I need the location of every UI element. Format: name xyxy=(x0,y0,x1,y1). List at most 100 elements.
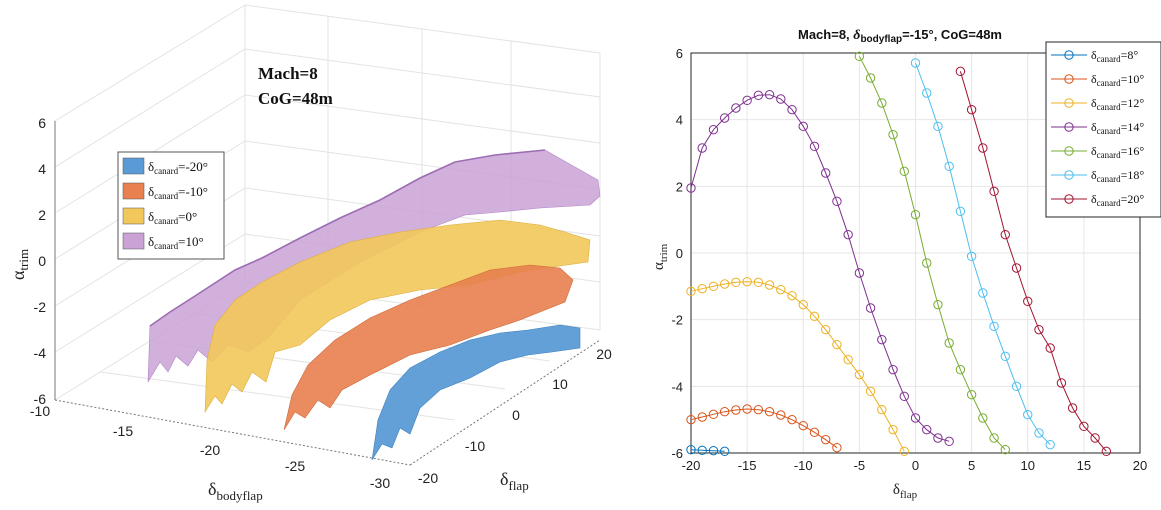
x-tick-label: 10 xyxy=(1021,458,1035,473)
data-point xyxy=(1000,444,1010,455)
legend-swatch xyxy=(122,182,145,200)
legend-marker xyxy=(1064,50,1074,60)
data-point xyxy=(742,404,752,414)
legend-entry: δcanard=16° xyxy=(1051,144,1144,160)
data-point xyxy=(877,334,887,345)
data-point xyxy=(809,311,820,322)
series-line xyxy=(690,449,725,452)
data-point xyxy=(1079,421,1089,432)
line-legend: δcanard=8° δcanard=10° δcanard=12° δcanard=… xyxy=(1045,41,1161,218)
series-canard-5 xyxy=(910,58,1055,450)
data-point xyxy=(888,364,898,375)
data-point xyxy=(1011,263,1022,273)
data-point xyxy=(686,444,696,455)
legend-entry: δcanard=18° xyxy=(1051,168,1144,184)
data-point xyxy=(697,283,707,294)
legend-entry: δcanard=-10° xyxy=(122,182,208,201)
legend-swatch xyxy=(122,157,145,175)
data-point xyxy=(1101,446,1112,457)
data-point xyxy=(686,414,696,425)
y-tick-label: -2 xyxy=(671,313,683,328)
line-title: Mach=8, δbodyflap=-15°, CoG=48m xyxy=(798,27,1002,45)
z-tick: -2 xyxy=(34,299,47,315)
surface-x-ticks: -10 -15 -20 -25 -30 xyxy=(30,403,390,491)
y-tick-label: -6 xyxy=(671,446,683,461)
data-point xyxy=(708,409,719,420)
surface-legend: δcanard=-20° δcanard=-10° δcanard=0° δca… xyxy=(117,151,225,260)
data-point xyxy=(764,406,775,417)
data-point xyxy=(989,321,999,332)
series-canard-3 xyxy=(686,89,954,447)
data-point xyxy=(719,279,730,289)
y-tick: -20 xyxy=(418,470,438,486)
data-point xyxy=(731,103,741,113)
data-point xyxy=(708,281,719,292)
data-point xyxy=(854,369,865,380)
data-point xyxy=(787,290,797,301)
data-point xyxy=(697,445,707,456)
data-point xyxy=(809,141,820,152)
legend-swatch xyxy=(122,232,145,250)
data-point xyxy=(776,284,786,295)
series-canard-2 xyxy=(686,276,909,457)
data-point xyxy=(989,433,999,443)
series-canard-1 xyxy=(686,404,842,453)
legend-swatch xyxy=(122,207,145,225)
surface-axes xyxy=(54,121,601,466)
data-point xyxy=(955,364,966,375)
line-series-group xyxy=(686,51,1112,457)
data-point xyxy=(1045,439,1055,450)
x-tick-label: 20 xyxy=(1133,458,1147,473)
x-tick-label: -5 xyxy=(854,458,866,473)
z-tick: 4 xyxy=(38,161,46,177)
data-point xyxy=(854,51,865,62)
data-point xyxy=(933,299,943,310)
data-point xyxy=(753,90,764,101)
legend-label: δcanard=-10° xyxy=(148,184,208,201)
z-tick: 0 xyxy=(38,253,46,269)
data-point xyxy=(899,446,909,457)
data-point xyxy=(843,229,853,240)
data-point xyxy=(865,303,876,313)
x-tick-label: -20 xyxy=(682,458,701,473)
data-point xyxy=(742,276,752,287)
z-tick: -6 xyxy=(34,391,47,407)
data-point xyxy=(821,324,831,335)
legend-label: δcanard=-20° xyxy=(148,159,208,176)
series-line xyxy=(690,408,838,449)
series-line xyxy=(915,62,1051,446)
data-point xyxy=(1045,343,1055,353)
data-point xyxy=(1090,433,1100,443)
y-tick-label: 6 xyxy=(676,46,683,61)
series-line xyxy=(690,94,950,442)
series-line xyxy=(690,281,905,452)
data-point xyxy=(877,404,887,415)
data-point xyxy=(944,338,954,348)
line-y-ticks: -6 -4 -2 0 2 4 6 xyxy=(671,46,683,461)
line-x-ticks: -20 -15 -10 -5 0 5 10 15 20 xyxy=(682,458,1148,473)
x-tick-label: 15 xyxy=(1077,458,1091,473)
data-point xyxy=(742,95,752,106)
data-point xyxy=(686,183,696,193)
data-point xyxy=(944,436,954,447)
surface-annotation-mach: Mach=8 xyxy=(258,64,318,83)
legend-entry: δcanard=14° xyxy=(1051,120,1144,136)
data-point xyxy=(888,424,898,435)
data-point xyxy=(697,143,707,153)
data-point xyxy=(843,354,853,365)
data-point xyxy=(966,389,977,400)
surface-canard-neg20 xyxy=(371,324,581,461)
legend-label: δcanard=14° xyxy=(1091,120,1144,136)
series-canard-4 xyxy=(854,51,1010,455)
surface-z-ticks: 6 4 2 0 -2 -4 -6 xyxy=(34,115,47,407)
data-point xyxy=(1011,381,1022,392)
legend-entry: δcanard=8° xyxy=(1051,48,1138,64)
data-point xyxy=(776,410,786,420)
data-point xyxy=(776,94,786,104)
surface-zlabel: αtrim xyxy=(8,249,31,280)
x-tick: -25 xyxy=(285,458,305,474)
legend-entry: δcanard=10° xyxy=(1051,72,1144,88)
z-tick: -4 xyxy=(34,345,47,361)
data-point xyxy=(798,121,808,132)
